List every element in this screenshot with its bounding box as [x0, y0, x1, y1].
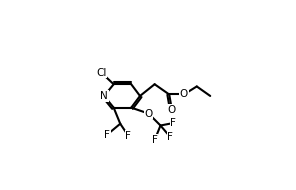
Text: F: F [170, 118, 176, 128]
Text: F: F [168, 132, 173, 142]
Text: Cl: Cl [96, 67, 107, 78]
Text: F: F [104, 130, 110, 140]
Text: F: F [152, 135, 157, 145]
Text: O: O [180, 89, 188, 100]
Text: F: F [125, 131, 131, 141]
Text: N: N [100, 91, 108, 101]
Text: O: O [168, 105, 176, 115]
Text: O: O [144, 108, 153, 119]
